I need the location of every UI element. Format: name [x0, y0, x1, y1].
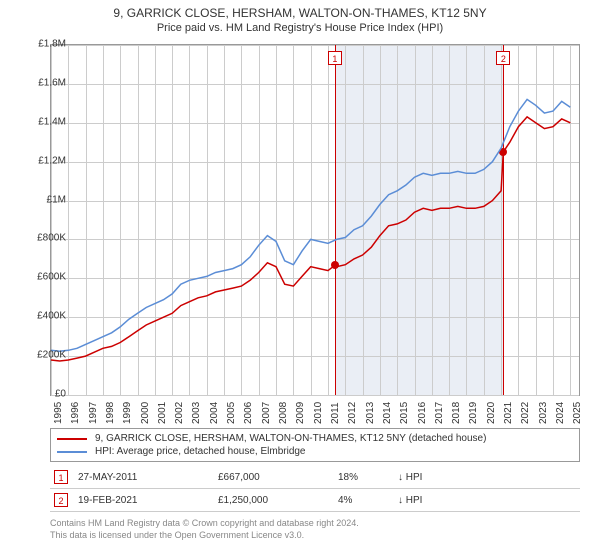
series-line	[51, 99, 570, 351]
gridline-h	[51, 395, 579, 396]
footer-line1: Contains HM Land Registry data © Crown c…	[50, 518, 359, 530]
x-tick-label: 2007	[261, 402, 272, 424]
x-tick-label: 2025	[572, 402, 583, 424]
x-tick-label: 2018	[451, 402, 462, 424]
row-marker-number: 2	[54, 493, 68, 507]
row-hpi: ↓ HPI	[398, 472, 422, 483]
x-tick-label: 2006	[243, 402, 254, 424]
legend-label: 9, GARRICK CLOSE, HERSHAM, WALTON-ON-THA…	[95, 433, 486, 444]
x-tick-label: 2012	[347, 402, 358, 424]
x-tick-label: 1999	[122, 402, 133, 424]
row-date: 19-FEB-2021	[78, 495, 218, 506]
x-tick-label: 2017	[434, 402, 445, 424]
x-tick-label: 2009	[295, 402, 306, 424]
table-row: 1 27-MAY-2011£667,00018%↓ HPI	[50, 466, 580, 489]
row-price: £667,000	[218, 472, 338, 483]
x-tick-label: 2004	[209, 402, 220, 424]
x-tick-label: 2016	[417, 402, 428, 424]
row-hpi: ↓ HPI	[398, 495, 422, 506]
y-tick-label: £1.4M	[38, 116, 66, 127]
x-tick-label: 1997	[88, 402, 99, 424]
y-tick-label: £1.2M	[38, 155, 66, 166]
x-tick-label: 1998	[105, 402, 116, 424]
y-tick-label: £0	[55, 389, 66, 400]
y-tick-label: £600K	[37, 272, 66, 283]
row-percent: 18%	[338, 472, 398, 483]
x-tick-label: 2015	[399, 402, 410, 424]
y-tick-label: £1M	[47, 194, 66, 205]
y-tick-label: £1.6M	[38, 77, 66, 88]
row-percent: 4%	[338, 495, 398, 506]
data-table: 127-MAY-2011£667,00018%↓ HPI219-FEB-2021…	[50, 466, 580, 512]
row-date: 27-MAY-2011	[78, 472, 218, 483]
y-tick-label: £200K	[37, 350, 66, 361]
x-tick-label: 2013	[365, 402, 376, 424]
x-tick-label: 2023	[538, 402, 549, 424]
x-tick-label: 2020	[486, 402, 497, 424]
x-tick-label: 2002	[174, 402, 185, 424]
y-tick-label: £800K	[37, 233, 66, 244]
footer-line2: This data is licensed under the Open Gov…	[50, 530, 359, 542]
legend-swatch	[57, 438, 87, 440]
row-price: £1,250,000	[218, 495, 338, 506]
x-tick-label: 2008	[278, 402, 289, 424]
legend: 9, GARRICK CLOSE, HERSHAM, WALTON-ON-THA…	[50, 428, 580, 462]
chart-subtitle: Price paid vs. HM Land Registry's House …	[0, 20, 600, 34]
row-marker-number: 1	[54, 470, 68, 484]
legend-label: HPI: Average price, detached house, Elmb…	[95, 446, 306, 457]
footer-attribution: Contains HM Land Registry data © Crown c…	[50, 518, 359, 541]
chart-area: 12	[50, 44, 580, 396]
y-tick-label: £400K	[37, 311, 66, 322]
x-tick-label: 1996	[70, 402, 81, 424]
x-tick-label: 2021	[503, 402, 514, 424]
legend-item: HPI: Average price, detached house, Elmb…	[57, 445, 573, 458]
legend-item: 9, GARRICK CLOSE, HERSHAM, WALTON-ON-THA…	[57, 432, 573, 445]
legend-swatch	[57, 451, 87, 453]
x-tick-label: 1995	[53, 402, 64, 424]
x-tick-label: 2022	[520, 402, 531, 424]
x-tick-label: 2000	[140, 402, 151, 424]
x-tick-label: 2014	[382, 402, 393, 424]
table-row: 2 19-FEB-2021£1,250,0004%↓ HPI	[50, 489, 580, 512]
x-tick-label: 2011	[330, 402, 341, 424]
x-tick-label: 2010	[313, 402, 324, 424]
x-tick-label: 2001	[157, 402, 168, 424]
x-tick-label: 2019	[468, 402, 479, 424]
x-tick-label: 2024	[555, 402, 566, 424]
x-tick-label: 2005	[226, 402, 237, 424]
y-tick-label: £1.8M	[38, 39, 66, 50]
chart-title: 9, GARRICK CLOSE, HERSHAM, WALTON-ON-THA…	[0, 0, 600, 20]
x-tick-label: 2003	[191, 402, 202, 424]
